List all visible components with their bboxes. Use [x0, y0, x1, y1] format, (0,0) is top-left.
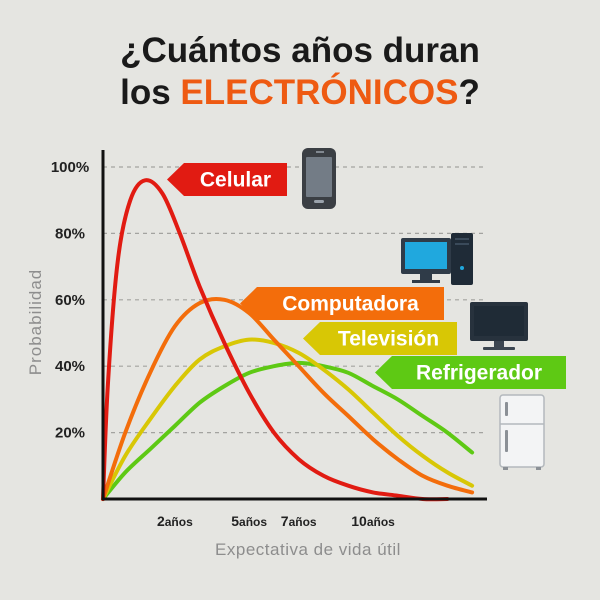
x-tick-number: 10	[351, 513, 367, 529]
refrigerator-icon	[499, 394, 545, 470]
series-name: Celular	[200, 169, 271, 192]
chart-title: ¿Cuántos años duran los ELECTRÓNICOS?	[0, 30, 600, 114]
desktop-computer-icon	[401, 233, 473, 285]
series-label-tag: Computadora	[240, 287, 444, 320]
x-tick-label: 7años	[281, 513, 317, 529]
axes: 20%40%60%80%100%2años 5años 7años 10añosExp…	[26, 150, 487, 559]
series-curves	[101, 178, 475, 502]
label-tag-shape	[240, 287, 444, 320]
series-label-tag: Televisión	[303, 322, 457, 355]
smartphone-icon	[302, 148, 336, 209]
series-line-1	[101, 178, 450, 502]
y-axis-title: Probabilidad	[26, 269, 45, 376]
title-line-2-suffix: ?	[458, 73, 480, 112]
title-line-2: los ELECTRÓNICOS?	[0, 72, 600, 114]
series-line-2	[101, 296, 475, 501]
series-name: Refrigerador	[416, 362, 542, 385]
label-tag-shape	[303, 322, 457, 355]
series-line-4	[101, 360, 475, 501]
x-axis-title: Expectativa de vida útil	[215, 540, 401, 559]
series-label-tag: Refrigerador	[375, 356, 566, 389]
title-line-2-prefix: los	[120, 73, 181, 112]
series-labels: Celular Computadora Televisión Refrigerador	[167, 163, 566, 389]
x-tick-number: 2	[157, 513, 165, 529]
television-icon	[470, 302, 528, 350]
series-name: Televisión	[338, 328, 439, 351]
y-tick-label: 20%	[55, 425, 85, 442]
x-tick-unit: años	[367, 515, 395, 529]
x-tick-unit: años	[165, 515, 193, 529]
title-line-1: ¿Cuántos años duran	[120, 31, 480, 70]
x-tick-label: 5años	[231, 513, 267, 529]
y-tick-label: 60%	[55, 292, 85, 309]
y-tick-label: 100%	[51, 159, 89, 176]
series-label-tag: Celular	[167, 163, 287, 196]
x-tick-unit: años	[239, 515, 267, 529]
series-name: Computadora	[282, 293, 419, 316]
x-tick-number: 5	[231, 513, 239, 529]
x-tick-number: 7	[281, 513, 289, 529]
x-tick-unit: años	[289, 515, 317, 529]
x-tick-label: 10años	[351, 513, 395, 529]
y-tick-label: 40%	[55, 358, 85, 375]
title-highlight: ELECTRÓNICOS	[180, 73, 459, 112]
x-tick-label: 2años	[157, 513, 193, 529]
y-tick-label: 80%	[55, 225, 85, 242]
label-tag-shape	[167, 163, 287, 196]
series-line-3	[101, 337, 475, 501]
label-tag-shape	[375, 356, 566, 389]
device-icons	[302, 148, 545, 470]
